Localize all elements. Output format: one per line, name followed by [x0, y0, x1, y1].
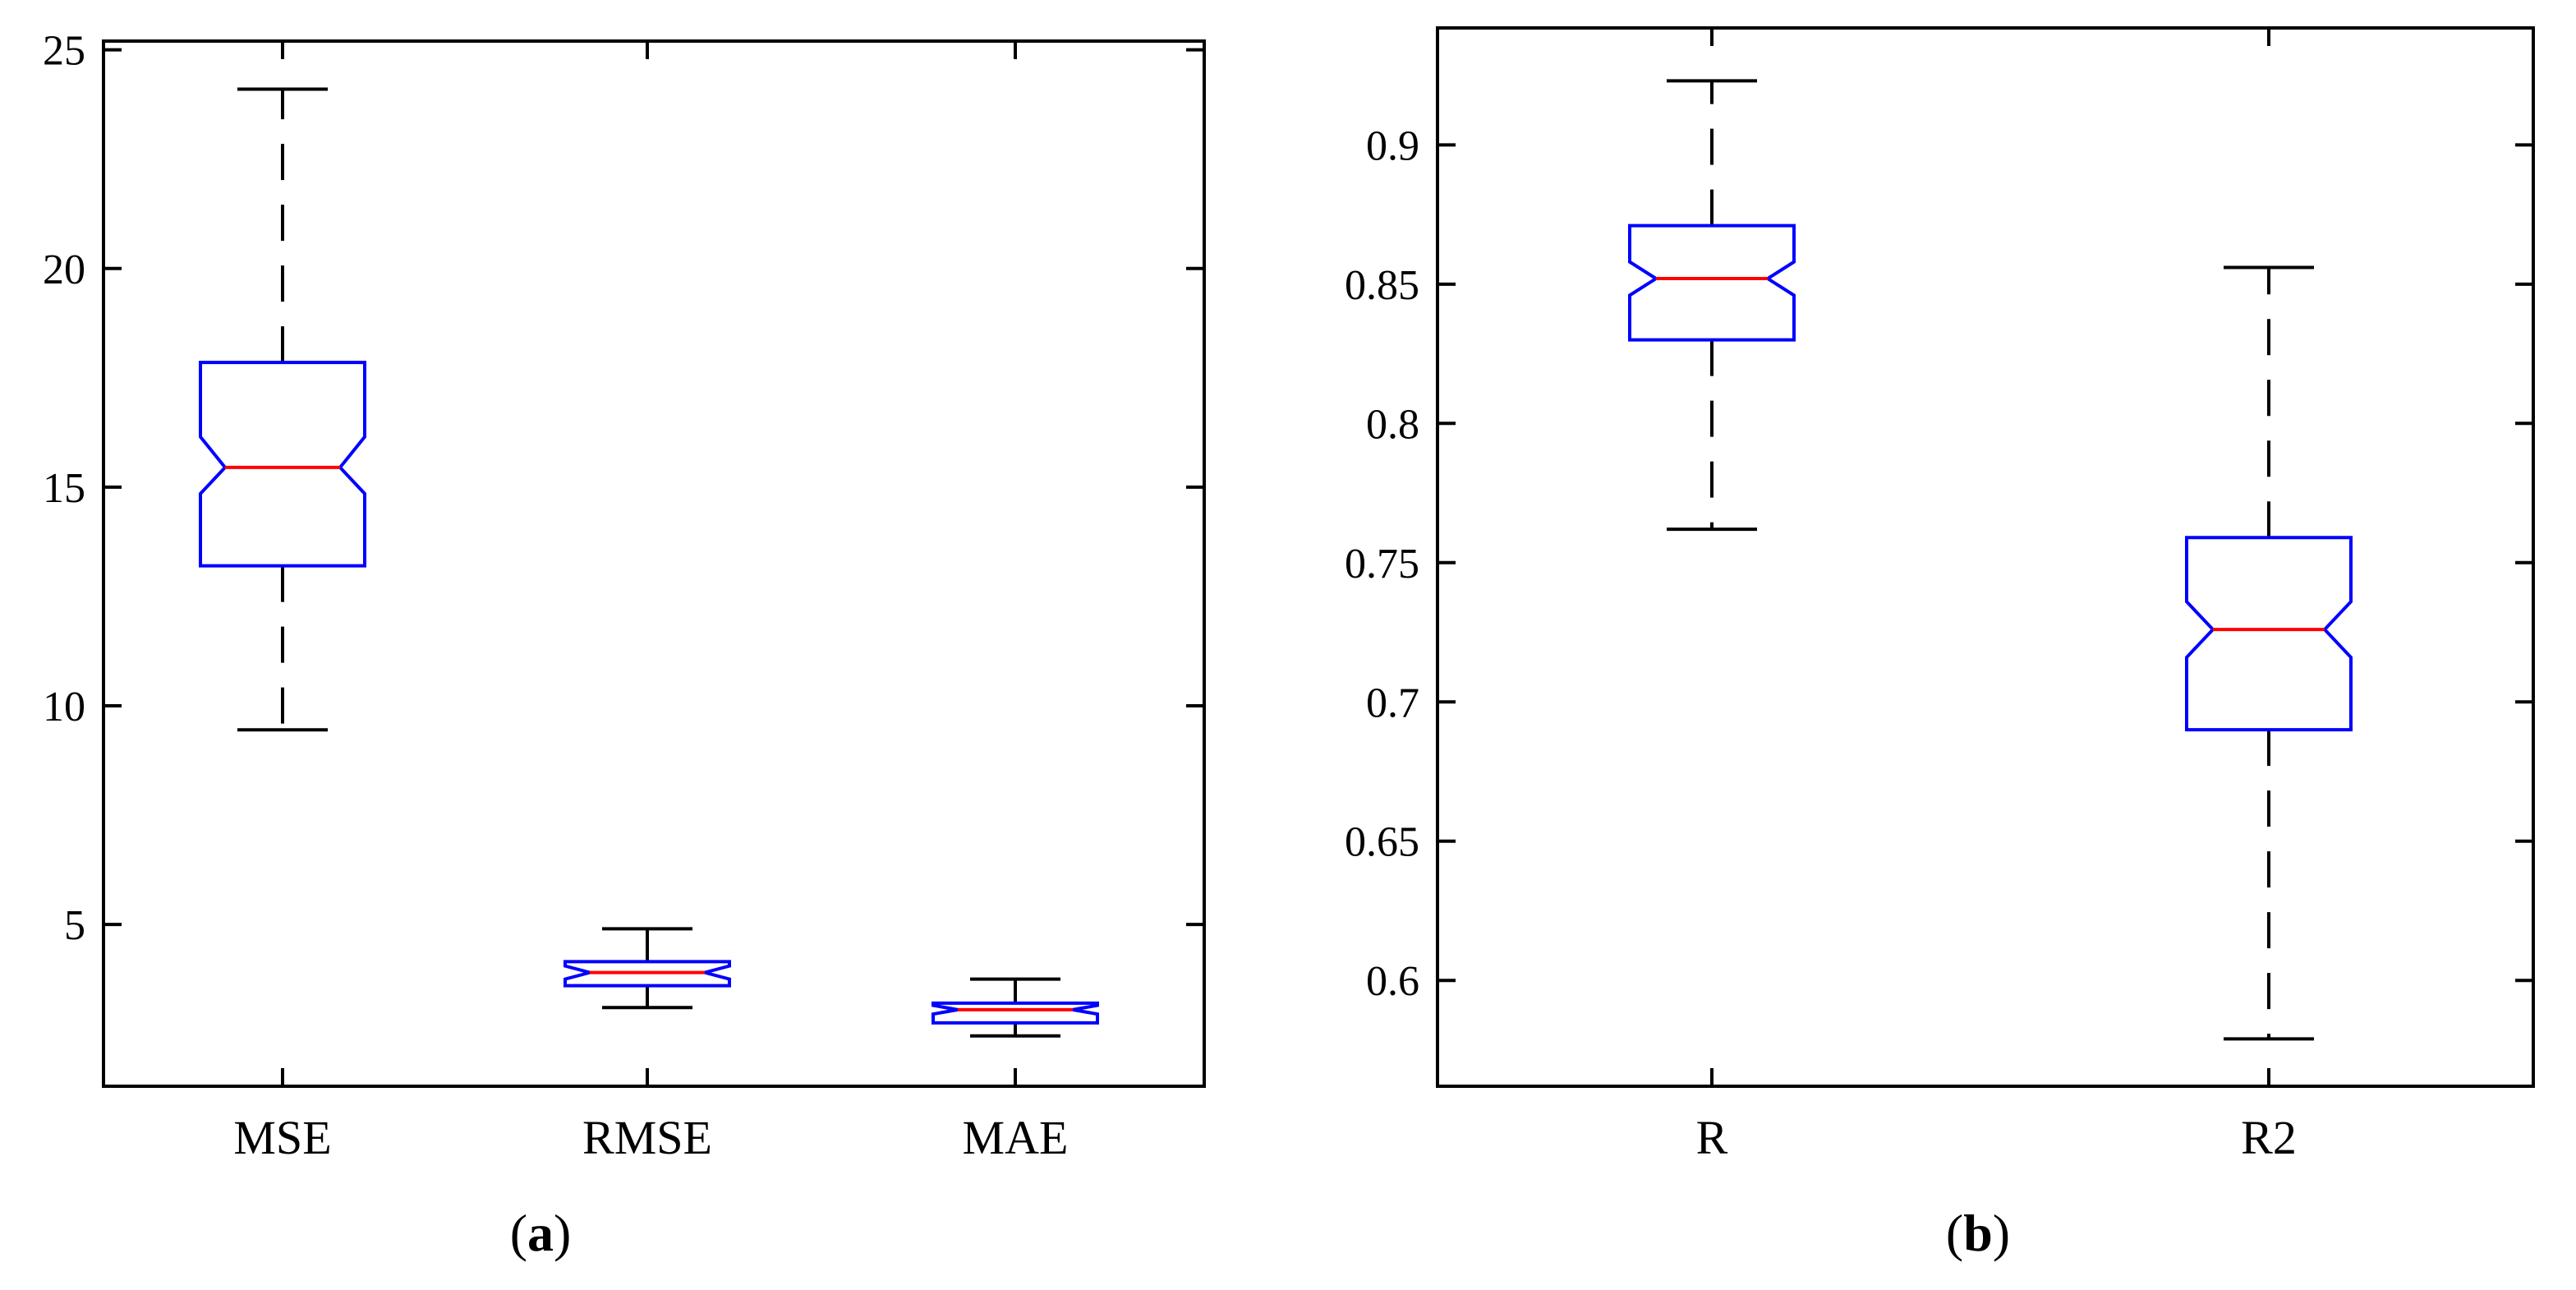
y-tick-label: 15: [43, 465, 85, 512]
y-tick-label: 0.8: [1366, 401, 1419, 448]
axes-frame: [102, 39, 1206, 1088]
category-label: MAE: [963, 1111, 1069, 1164]
y-tick-label: 0.6: [1366, 958, 1419, 1005]
category-label: R2: [2241, 1111, 2297, 1164]
y-tick-label: 0.65: [1345, 819, 1419, 866]
boxplot-r: [1628, 79, 1796, 532]
boxplot-r2: [2185, 265, 2353, 1041]
boxplot-mse: [199, 87, 366, 732]
y-tick-label: 0.85: [1345, 262, 1419, 309]
axes-frame: [1436, 26, 2535, 1088]
panel-label: (a): [510, 1204, 572, 1262]
panel-b: 0.6 0.65 0.7 0.75 0.8 0.85 0.9 R R2 (b): [1345, 26, 2535, 1262]
notched-box: [564, 960, 731, 988]
y-tick-label: 10: [43, 684, 85, 730]
panel-label: (b): [1946, 1204, 2010, 1262]
category-label: RMSE: [582, 1111, 712, 1164]
category-label: R: [1696, 1111, 1728, 1164]
y-tick-label: 0.9: [1366, 122, 1419, 169]
y-tick-label: 25: [43, 28, 85, 75]
y-tick-label: 0.7: [1366, 680, 1419, 726]
notched-box: [199, 361, 366, 568]
boxplot-rmse: [564, 927, 731, 1010]
y-tick-label: 20: [43, 246, 85, 293]
category-label: MSE: [233, 1111, 331, 1164]
y-tick-label: 5: [64, 902, 85, 949]
notched-box: [1628, 223, 1796, 342]
y-tick-label: 0.75: [1345, 541, 1419, 587]
panel-a: 5 10 15 20 25 MSE RMSE MAE (a): [43, 28, 1206, 1262]
notched-box: [2185, 536, 2353, 732]
notched-box: [932, 1001, 1099, 1025]
boxplot-mae: [932, 977, 1099, 1038]
